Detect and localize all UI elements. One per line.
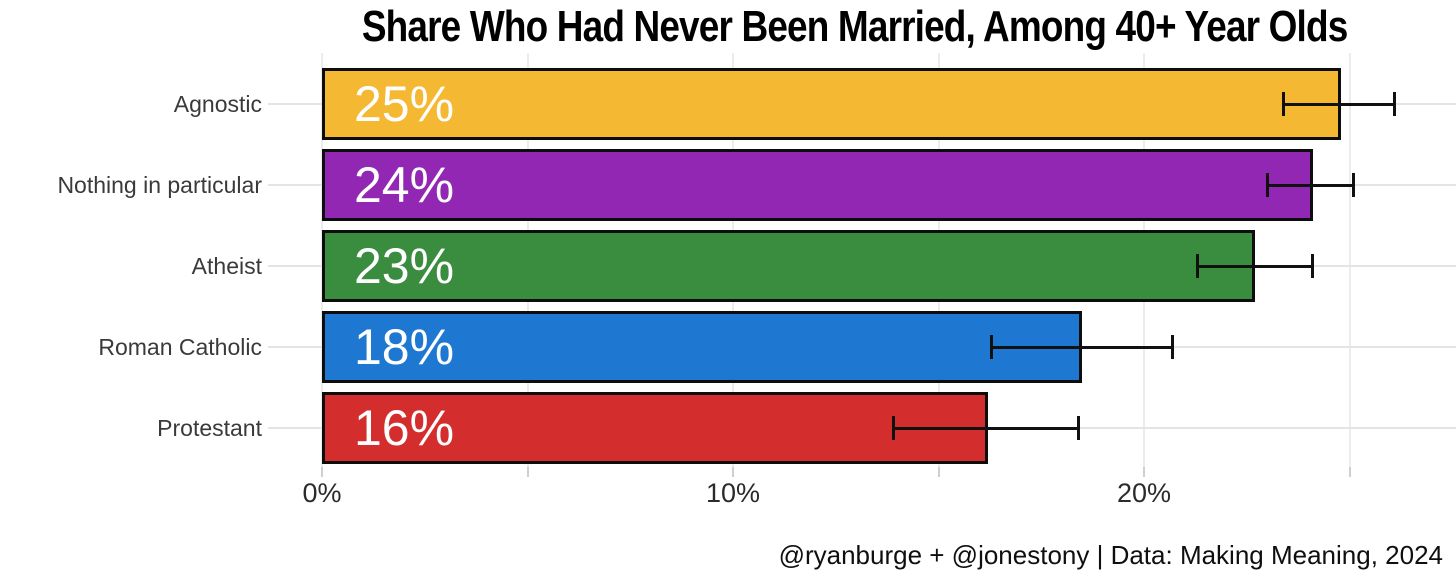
- bar: 23%: [322, 230, 1255, 302]
- chart-title-text: Share Who Had Never Been Married, Among …: [361, 2, 1348, 51]
- error-bar-line: [1283, 102, 1395, 106]
- x-axis-tick: [1143, 467, 1145, 477]
- error-bar-cap-left: [1282, 92, 1286, 116]
- x-tick-label: 0%: [302, 478, 342, 508]
- bar: 18%: [322, 311, 1083, 383]
- bar-value-label: 23%: [354, 238, 455, 294]
- error-bar-cap-right: [1076, 416, 1080, 440]
- error-bar-line: [893, 426, 1079, 430]
- bar: 16%: [322, 392, 988, 464]
- error-bar-line: [1197, 264, 1313, 268]
- footer-credit: @ryanburge + @jonestony | Data: Making M…: [778, 540, 1443, 570]
- bar: 25%: [322, 68, 1342, 140]
- category-label: Roman Catholic: [98, 334, 262, 360]
- x-axis-tick: [937, 467, 940, 477]
- error-bar-line: [991, 345, 1173, 349]
- error-bar-cap-left: [891, 416, 895, 440]
- error-bar-line: [1267, 183, 1354, 187]
- chart-title: Share Who Had Never Been Married, Among …: [268, 2, 1360, 52]
- bar-value-label: 25%: [354, 76, 455, 132]
- x-tick-label: 20%: [1116, 478, 1172, 508]
- bar-value-label: 24%: [354, 157, 455, 213]
- bar-value-label: 16%: [354, 400, 455, 456]
- x-axis-tick: [321, 467, 323, 477]
- error-bar-cap-right: [1352, 173, 1356, 197]
- category-label: Nothing in particular: [57, 172, 262, 198]
- bar: 24%: [322, 149, 1313, 221]
- error-bar-cap-left: [990, 335, 994, 359]
- x-axis-tick: [1348, 467, 1351, 477]
- x-tick-label: 10%: [705, 478, 761, 508]
- error-bar-cap-right: [1393, 92, 1397, 116]
- category-label: Protestant: [157, 415, 262, 441]
- error-bar-cap-right: [1171, 335, 1175, 359]
- x-axis-tick: [732, 467, 734, 477]
- x-axis-tick: [526, 467, 529, 477]
- vertical-gridline: [1348, 53, 1351, 467]
- error-bar-cap-left: [1265, 173, 1269, 197]
- error-bar-cap-right: [1311, 254, 1314, 278]
- error-bar-cap-left: [1195, 254, 1199, 278]
- category-label: Atheist: [191, 253, 262, 279]
- bar-value-label: 18%: [354, 319, 455, 375]
- category-label: Agnostic: [173, 91, 262, 117]
